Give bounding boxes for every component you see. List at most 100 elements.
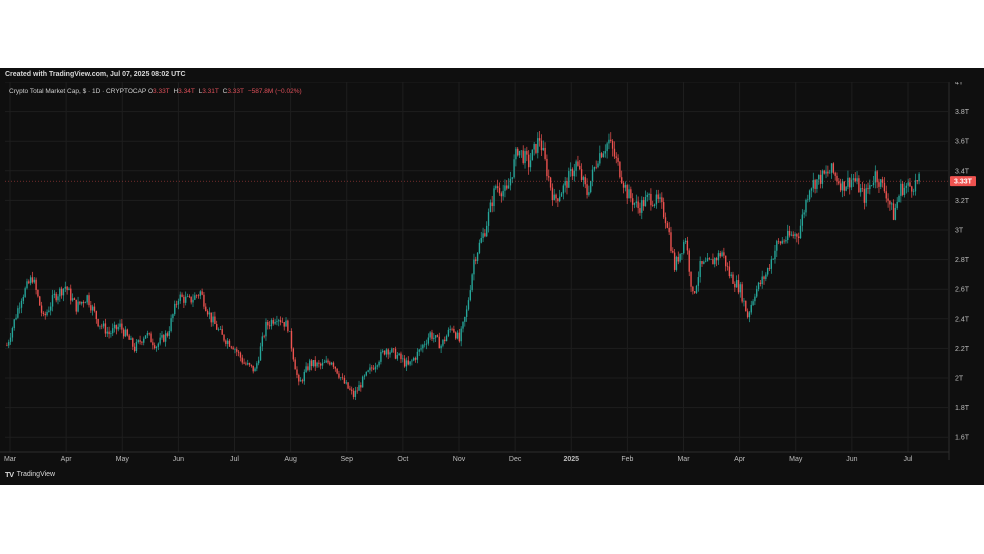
candle-body: [203, 294, 205, 307]
x-tick-label: May: [789, 456, 803, 463]
candle-body: [110, 333, 112, 335]
candlestick-chart[interactable]: 4T 3.8T 3.6T 3.4T 3.2T 3T 2.8T 2.6T 2.4T 2.2T 2T 1.…: [0, 82, 984, 467]
candle-body: [633, 203, 636, 205]
candle-body: [677, 256, 679, 262]
candle-body: [141, 341, 143, 343]
candle-body: [210, 312, 212, 323]
candle-body: [205, 306, 207, 311]
candle-body: [801, 214, 804, 226]
candle-body: [757, 282, 760, 290]
candle-body: [693, 291, 696, 293]
candle-body: [515, 148, 517, 160]
candle-body: [712, 259, 714, 265]
candle-body: [150, 333, 152, 343]
candle-body: [518, 150, 521, 156]
candle-body: [829, 172, 831, 174]
candle-body: [869, 185, 871, 190]
candle-body: [790, 234, 793, 236]
candle-body: [436, 335, 439, 337]
candle-body: [650, 193, 652, 206]
candle-body: [500, 193, 503, 197]
candle-body: [860, 188, 862, 193]
candle-body: [462, 321, 464, 329]
candle-body: [341, 377, 344, 379]
candle-body: [892, 203, 895, 220]
candle-body: [484, 233, 486, 237]
candle-body: [870, 185, 873, 186]
candle-body: [765, 274, 767, 279]
candle-body: [776, 241, 778, 251]
candle-body: [861, 188, 864, 189]
candle-body: [195, 295, 198, 296]
candle-body: [398, 353, 400, 356]
candle-body: [697, 277, 700, 286]
candle-body: [854, 178, 856, 182]
candle-body: [808, 190, 811, 200]
candle-body: [292, 348, 295, 360]
candle-body: [139, 340, 141, 342]
candle-body: [535, 143, 537, 153]
candle-body: [392, 348, 395, 350]
candle-body: [237, 351, 240, 353]
candle-body: [372, 368, 375, 370]
candle-body: [679, 253, 681, 262]
candle-body: [502, 190, 504, 197]
candle-body: [487, 211, 490, 226]
candle-body: [451, 328, 453, 330]
legend-close-label: C: [222, 88, 228, 95]
candle-body: [223, 334, 225, 341]
candle-body: [476, 252, 479, 261]
y-tick-label: 1.6T: [955, 435, 970, 442]
candle-body: [281, 322, 284, 323]
legend-high-label: H: [173, 88, 179, 95]
candle-body: [175, 303, 178, 305]
candle-body: [766, 268, 769, 275]
candle-body: [440, 345, 442, 349]
candle-body: [907, 182, 909, 186]
candle-body: [852, 178, 855, 180]
candle-body: [582, 177, 585, 180]
y-tick-label: 4T: [955, 82, 964, 87]
candle-body: [628, 189, 630, 199]
candle-body: [383, 350, 386, 355]
candle-body: [296, 369, 298, 375]
candle-body: [330, 362, 333, 365]
candle-body: [332, 362, 335, 367]
candle-body: [24, 288, 26, 297]
candle-body: [467, 300, 470, 310]
candle-body: [108, 331, 110, 335]
candle-body: [761, 276, 763, 285]
candle-body: [442, 339, 444, 346]
candle-body: [250, 364, 253, 366]
candle-body: [101, 325, 103, 327]
candle-body: [635, 201, 638, 204]
candle-body: [267, 321, 269, 326]
candle-body: [646, 194, 648, 197]
candle-body: [655, 194, 658, 205]
candle-body: [772, 259, 774, 260]
candle-body: [50, 306, 52, 311]
candle-body: [732, 274, 734, 284]
candle-body: [575, 161, 577, 171]
candle-body: [810, 188, 813, 191]
candle-body: [314, 360, 316, 367]
candle-body: [759, 282, 762, 285]
candle-body: [538, 138, 541, 141]
candle-body: [137, 340, 139, 342]
symbol-legend: Crypto Total Market Cap, $ · 1D · CRYPTO…: [9, 88, 304, 95]
candle-body: [812, 180, 814, 189]
candle-body: [584, 177, 586, 185]
candle-body: [382, 350, 384, 352]
candle-body: [838, 181, 840, 184]
chart-frame: Created with TradingView.com, Jul 07, 20…: [0, 68, 984, 485]
candle-body: [486, 225, 488, 237]
candle-body: [228, 340, 231, 347]
candle-body: [144, 335, 147, 339]
candle-body: [257, 360, 260, 364]
candle-body: [287, 320, 289, 332]
candle-body: [226, 340, 229, 344]
candle-body: [721, 252, 723, 257]
candle-body: [622, 183, 625, 188]
x-tick-label: Aug: [284, 456, 297, 463]
candle-body: [836, 175, 838, 182]
